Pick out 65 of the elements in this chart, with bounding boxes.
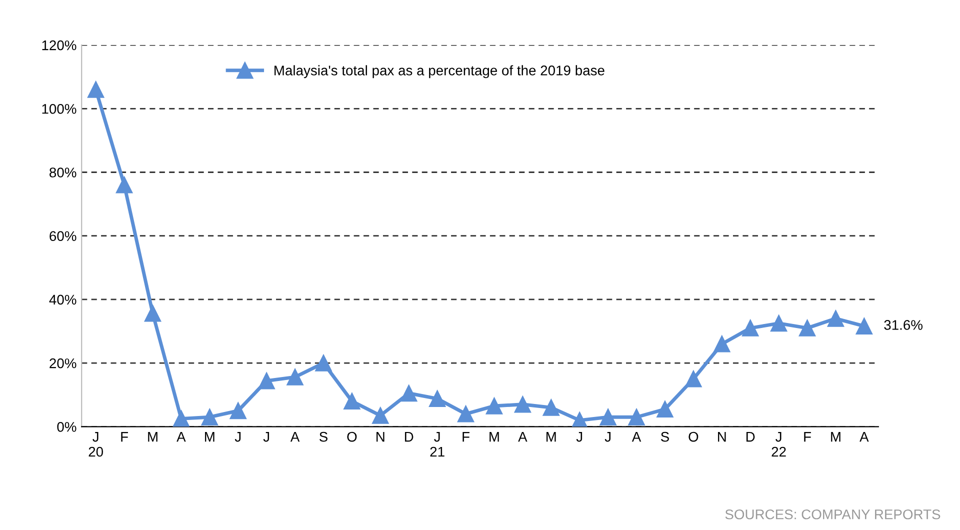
point xyxy=(344,392,360,410)
x-tick-label: S xyxy=(319,432,328,442)
point xyxy=(856,318,873,334)
x-tick-label: J xyxy=(234,432,241,442)
y-tick-label: 120% xyxy=(42,40,76,50)
x-tick-label: F xyxy=(804,432,811,442)
x-tick-label: J xyxy=(604,432,610,442)
point xyxy=(714,336,730,352)
y-tick-label: 40% xyxy=(49,294,76,305)
point xyxy=(87,81,104,98)
point xyxy=(372,407,389,424)
y-tick-label: 0% xyxy=(57,422,76,432)
x-tick-label: N xyxy=(376,432,384,442)
y-tick-label: 20% xyxy=(50,358,76,368)
point xyxy=(428,390,446,407)
x-tick-label: N xyxy=(718,432,726,442)
x-tick-label: M xyxy=(205,432,214,442)
point xyxy=(542,399,560,416)
x-tick-label: M xyxy=(490,432,499,442)
x-tick-label: M xyxy=(148,432,158,442)
x-tick-label: F xyxy=(121,432,128,442)
x-tick-label: O xyxy=(688,432,698,442)
y-tick-label: 80% xyxy=(50,168,76,178)
point xyxy=(798,320,816,336)
point xyxy=(770,314,788,332)
x-tick-label: A xyxy=(860,432,869,442)
point xyxy=(315,354,332,372)
x-tick-label: M xyxy=(546,432,556,442)
x-tick-label: D xyxy=(404,432,414,442)
x-tick-label: J 22 xyxy=(772,432,786,457)
point xyxy=(457,406,474,422)
point xyxy=(656,400,674,418)
x-tick-label: S xyxy=(660,432,669,442)
point xyxy=(514,396,532,413)
point xyxy=(486,398,503,414)
x-tick-label: A xyxy=(632,432,642,442)
point xyxy=(172,410,190,427)
point xyxy=(742,320,759,336)
y-tick-label: 100% xyxy=(42,104,76,114)
x-tick-label: D xyxy=(746,432,755,442)
point xyxy=(628,408,645,426)
point xyxy=(400,384,418,402)
x-tick-label: J xyxy=(576,432,582,442)
point xyxy=(201,408,218,426)
y-tick-label: 60% xyxy=(50,231,76,242)
point xyxy=(827,310,844,327)
x-tick-label: A xyxy=(518,432,528,442)
point xyxy=(286,368,304,386)
x-tick-label: O xyxy=(347,432,357,442)
point xyxy=(258,372,275,390)
source-note: SOURCES: COMPANY REPORTS xyxy=(725,509,940,520)
x-tick-label: J 20 xyxy=(88,432,104,457)
point xyxy=(600,408,616,426)
legend-label: Malaysia's total pax as a percentage of the 2019 base xyxy=(274,65,604,78)
point xyxy=(685,370,702,388)
x-tick-label: A xyxy=(290,432,300,442)
x-tick-label: A xyxy=(176,432,186,442)
point xyxy=(144,305,162,322)
x-tick-label: F xyxy=(462,432,470,442)
data-label: 31.6% xyxy=(884,320,923,330)
x-tick-label: J xyxy=(263,432,270,442)
point xyxy=(230,402,246,420)
point xyxy=(116,176,133,194)
x-tick-label: M xyxy=(831,432,840,442)
x-tick-label: J 21 xyxy=(430,432,444,457)
